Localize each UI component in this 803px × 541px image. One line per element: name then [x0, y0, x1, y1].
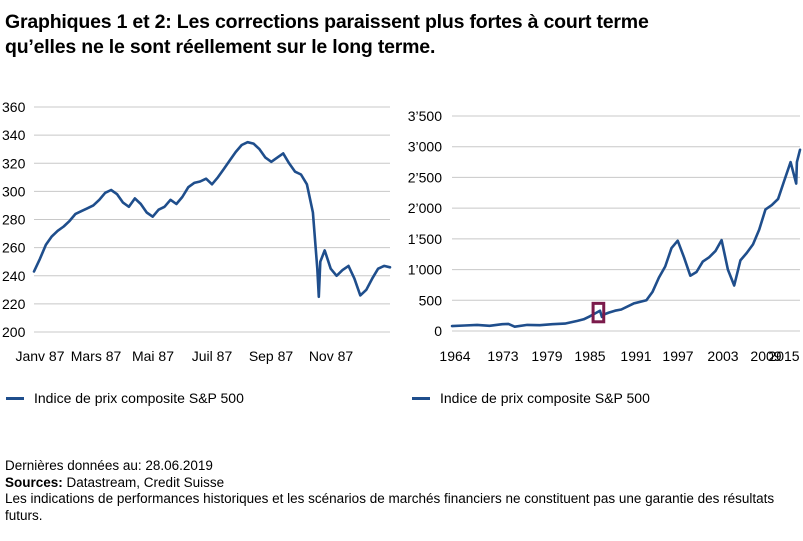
- y-tick-label-0-2: 320: [2, 155, 26, 171]
- legend-right-swatch: [412, 396, 430, 400]
- y-tick-label-1-6: 500: [419, 292, 443, 308]
- chart-title-line1: Graphiques 1 et 2: Les corrections parai…: [5, 11, 649, 33]
- y-tick-label-0-0: 360: [2, 99, 26, 115]
- chart-right-sp500-1964-2019: 3’500 3’000 2’500 2’000 1’500 1’000 500 0 1964 19…: [408, 108, 802, 364]
- x-tick-label-1-5: 1997: [662, 348, 693, 364]
- footer-sources-label: Sources:: [5, 474, 63, 490]
- footer-sources: Sources: Datastream, Credit Suisse: [5, 475, 795, 492]
- x-tick-label-1-0: 1964: [439, 348, 470, 364]
- y-tick-label-1-7: 0: [434, 323, 442, 339]
- legend-left: Indice de prix composite S&P 500: [6, 390, 244, 406]
- y-tick-label-1-1: 3’000: [408, 139, 442, 155]
- y-tick-label-0-3: 300: [2, 183, 26, 199]
- footer-disclaimer: Les indications de performances historiq…: [5, 491, 775, 523]
- x-tick-label-1-3: 1985: [574, 348, 605, 364]
- footer-date: Dernières données au: 28.06.2019: [5, 458, 213, 473]
- chart-title-line2: qu’elles ne le sont réellement sur le lo…: [5, 36, 436, 58]
- legend-left-swatch: [6, 396, 24, 400]
- x-tick-label-1-6: 2003: [707, 348, 738, 364]
- x-tick-label-0-2: Mai 87: [132, 348, 174, 364]
- y-tick-label-0-1: 340: [2, 127, 26, 143]
- chart-title: Graphiques 1 et 2: Les corrections parai…: [5, 10, 795, 60]
- x-tick-label-1-1: 1973: [487, 348, 518, 364]
- legend-right: Indice de prix composite S&P 500: [412, 390, 650, 406]
- y-tick-label-0-7: 220: [2, 296, 26, 312]
- x-tick-label-0-0: Janv 87: [15, 348, 64, 364]
- x-tick-label-0-1: Mars 87: [71, 348, 122, 364]
- footer-sources-text: Datastream, Credit Suisse: [62, 474, 225, 490]
- x-tick-label-1-2: 1979: [531, 348, 562, 364]
- y-tick-label-0-5: 260: [2, 240, 26, 256]
- crash-1987-highlight-box: [591, 301, 606, 324]
- x-tick-label-1-8: 2015: [768, 348, 799, 364]
- y-tick-label-1-2: 2’500: [408, 169, 442, 185]
- y-tick-label-0-4: 280: [2, 212, 26, 228]
- legend-right-label: Indice de prix composite S&P 500: [440, 390, 650, 406]
- y-tick-label-1-5: 1’000: [408, 262, 442, 278]
- x-tick-label-0-4: Sep 87: [249, 348, 294, 364]
- legend-left-label: Indice de prix composite S&P 500: [34, 390, 244, 406]
- y-tick-label-1-4: 1’500: [408, 231, 442, 247]
- x-tick-label-0-5: Nov 87: [309, 348, 354, 364]
- chart-left-sp500-1987: 360 340 320 300 280 260 240 220 200 Janv 87 Mars 8…: [2, 99, 392, 364]
- series-line-0-0: [32, 140, 392, 299]
- x-tick-label-1-7: 2009: [750, 348, 781, 364]
- y-tick-label-1-3: 2’000: [408, 200, 442, 216]
- y-tick-label-1-0: 3’500: [408, 108, 442, 124]
- y-tick-label-0-6: 240: [2, 268, 26, 284]
- x-tick-label-0-3: Juil 87: [192, 348, 233, 364]
- footer: Dernières données au: 28.06.2019 Sources…: [5, 458, 795, 524]
- y-tick-label-0-8: 200: [2, 324, 26, 340]
- series-line-1-0: [450, 148, 802, 328]
- x-tick-label-1-4: 1991: [620, 348, 651, 364]
